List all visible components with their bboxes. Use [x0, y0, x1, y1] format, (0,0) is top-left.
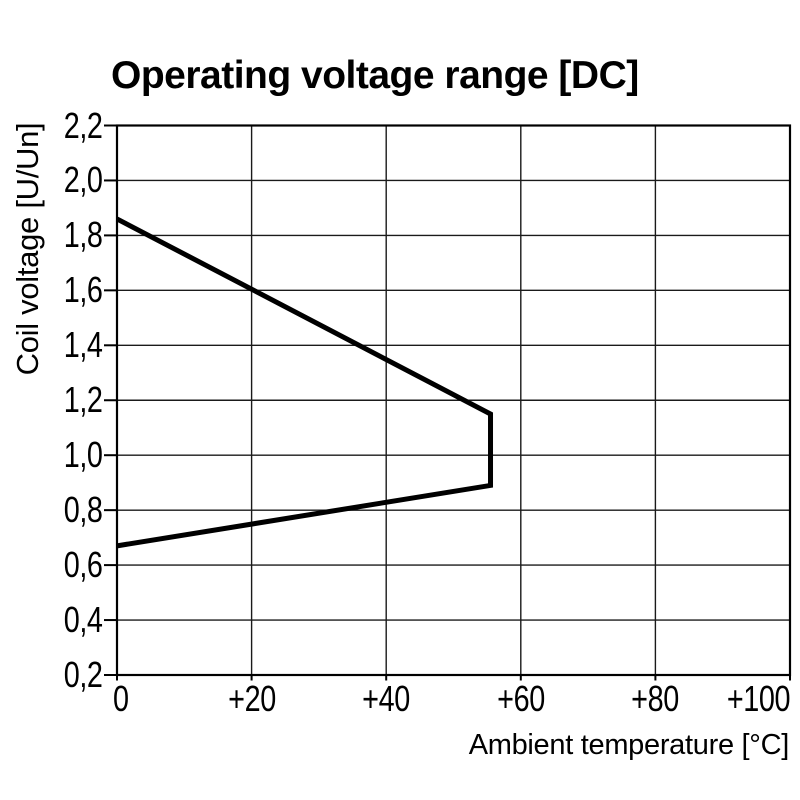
y-tick-label: 1,8 — [64, 214, 103, 256]
chart-title: Operating voltage range [DC] — [111, 54, 639, 97]
x-tick-label: +20 — [227, 678, 276, 719]
y-tick-label: 2,0 — [64, 159, 103, 201]
y-tick-label: 1,2 — [64, 379, 103, 421]
y-tick-label: 0,4 — [64, 599, 103, 641]
voltage-envelope-line — [115, 216, 494, 549]
y-tick-label: 0,8 — [64, 489, 103, 531]
x-axis-title: Ambient temperature [°C] — [468, 729, 790, 761]
x-tick-label: +100 — [726, 678, 791, 719]
y-tick-label: 1,4 — [64, 324, 103, 366]
y-tick-label: 0,6 — [64, 544, 103, 586]
x-tick-label: +40 — [362, 678, 411, 719]
x-tick-label: 0 — [113, 678, 129, 719]
plot-border — [115, 124, 792, 677]
y-tick-label: 1,0 — [64, 434, 103, 476]
x-tick-label: +80 — [631, 678, 680, 719]
y-tick-label: 1,6 — [64, 269, 103, 311]
y-tick-label: 2,2 — [64, 104, 103, 146]
y-tick-label: 0,2 — [64, 654, 103, 695]
x-tick-label: +60 — [496, 678, 545, 719]
